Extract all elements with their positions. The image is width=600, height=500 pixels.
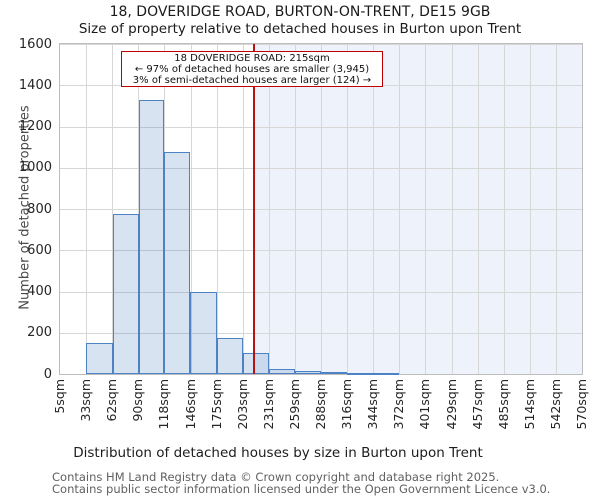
histogram-bar <box>242 353 269 374</box>
x-gridline <box>477 44 479 374</box>
x-gridline <box>294 44 296 374</box>
x-tick-label: 485sqm <box>495 379 511 430</box>
annotation-title: 18 DOVERIDGE ROAD: 215sqm <box>174 53 330 64</box>
x-tick-label: 259sqm <box>286 379 302 430</box>
histogram-bar <box>85 343 113 374</box>
x-tick-label: 344sqm <box>365 379 381 430</box>
plot-area <box>59 43 583 375</box>
x-axis-title: Distribution of detached houses by size … <box>73 445 483 461</box>
x-gridline <box>268 44 270 374</box>
y-tick-label: 800 <box>27 201 52 217</box>
x-tick-label: 231sqm <box>260 379 276 430</box>
x-tick-label: 118sqm <box>156 379 172 430</box>
histogram-bar <box>138 99 165 374</box>
x-gridline <box>399 44 401 374</box>
x-tick-label: 429sqm <box>443 379 459 430</box>
histogram-bar <box>294 370 322 374</box>
histogram-bar <box>164 152 191 374</box>
x-tick-label: 316sqm <box>339 379 355 430</box>
subject-property-marker-line <box>253 44 256 374</box>
histogram-bar <box>217 337 243 374</box>
x-tick-label: 514sqm <box>521 379 537 430</box>
footer: Contains HM Land Registry data © Crown c… <box>52 471 550 495</box>
histogram-bar <box>321 371 348 374</box>
x-tick-label: 570sqm <box>574 379 589 430</box>
x-tick-label: 542sqm <box>547 379 563 430</box>
x-tick-label: 372sqm <box>391 379 407 430</box>
histogram-bar <box>268 368 295 374</box>
y-tick-label: 600 <box>27 242 52 258</box>
footer-line-1: Contains HM Land Registry data © Crown c… <box>52 470 500 484</box>
x-gridline <box>242 44 244 374</box>
x-tick-label: 62sqm <box>104 379 120 422</box>
x-tick-label: 33sqm <box>78 379 94 422</box>
x-tick-label: 401sqm <box>417 379 433 430</box>
x-gridline <box>86 44 88 374</box>
x-gridline <box>529 44 531 374</box>
x-gridline <box>503 44 505 374</box>
x-gridline <box>555 44 557 374</box>
x-tick-label: 288sqm <box>313 379 328 430</box>
x-gridline <box>347 44 349 374</box>
y-tick-label: 1200 <box>18 119 52 134</box>
y-tick-label: 1600 <box>18 36 52 52</box>
x-gridline <box>112 44 114 374</box>
histogram-bar <box>190 291 218 374</box>
x-tick-label: 175sqm <box>208 379 224 430</box>
footer-line-2: Contains public sector information licen… <box>52 482 551 496</box>
histogram-bar <box>373 372 400 375</box>
x-gridline <box>190 44 192 374</box>
chart-subtitle: Size of property relative to detached ho… <box>78 21 522 37</box>
x-gridline <box>373 44 375 374</box>
x-gridline <box>216 44 218 374</box>
chart-title: 18, DOVERIDGE ROAD, BURTON-ON-TRENT, DE1… <box>109 4 491 20</box>
x-tick-label: 457sqm <box>469 379 485 430</box>
x-tick-label: 203sqm <box>234 379 250 430</box>
annotation-box: 18 DOVERIDGE ROAD: 215sqm ← 97% of detac… <box>121 51 383 87</box>
y-tick-label: 200 <box>27 325 52 341</box>
y-tick-label: 0 <box>43 366 52 382</box>
x-gridline <box>321 44 322 374</box>
y-tick-label: 1400 <box>18 77 52 93</box>
x-tick-label: 5sqm <box>52 379 67 414</box>
annotation-smaller-text: ← 97% of detached houses are smaller (3,… <box>134 64 370 75</box>
x-gridline <box>425 44 427 374</box>
histogram-bar <box>112 214 139 374</box>
y-tick-label: 400 <box>27 284 52 299</box>
x-tick-label: 90sqm <box>130 379 146 422</box>
x-tick-label: 146sqm <box>182 379 198 430</box>
x-gridline <box>451 44 453 374</box>
annotation-larger-text: 3% of semi-detached houses are larger (1… <box>132 75 372 86</box>
y-tick-label: 1000 <box>18 160 52 176</box>
histogram-bar <box>347 372 374 375</box>
